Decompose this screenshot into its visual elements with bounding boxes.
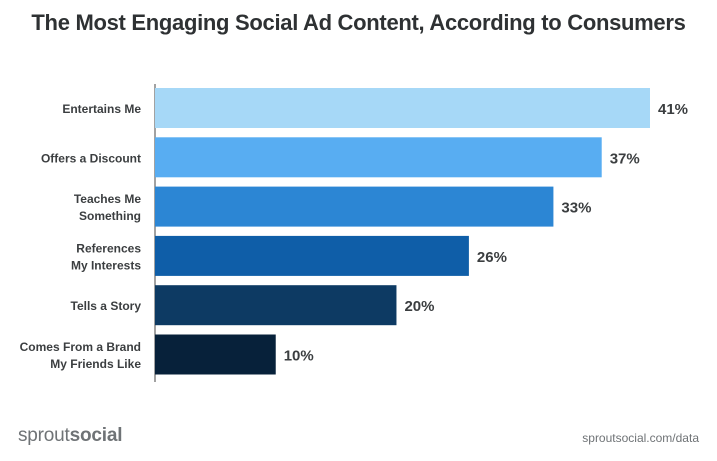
source-url: sproutsocial.com/data [582,431,699,445]
bar [155,186,554,227]
sprout-social-logo: sproutsocial [18,425,122,447]
category-label: Comes From a Brand [20,340,141,354]
value-label: 33% [561,200,591,217]
category-label: Entertains Me [62,102,141,116]
value-label: 26% [477,249,507,266]
bar [155,235,469,276]
bar [155,285,397,326]
category-label: My Friends Like [50,357,141,371]
category-label: Tells a Story [71,299,142,313]
bar [155,334,276,375]
value-label: 10% [284,348,314,365]
category-label: Teaches Me [74,192,141,206]
logo-text-social: social [69,425,123,446]
bar [155,137,602,178]
category-label: My Interests [71,258,141,272]
value-label: 41% [658,101,688,118]
logo-text-sprout: sprout [18,425,70,446]
bar [155,88,650,128]
category-label: References [76,241,141,255]
category-label: Something [79,209,141,223]
category-label: Offers a Discount [41,151,141,165]
value-label: 20% [404,298,434,315]
chart-title: The Most Engaging Social Ad Content, Acc… [31,10,686,35]
value-label: 37% [610,150,640,167]
